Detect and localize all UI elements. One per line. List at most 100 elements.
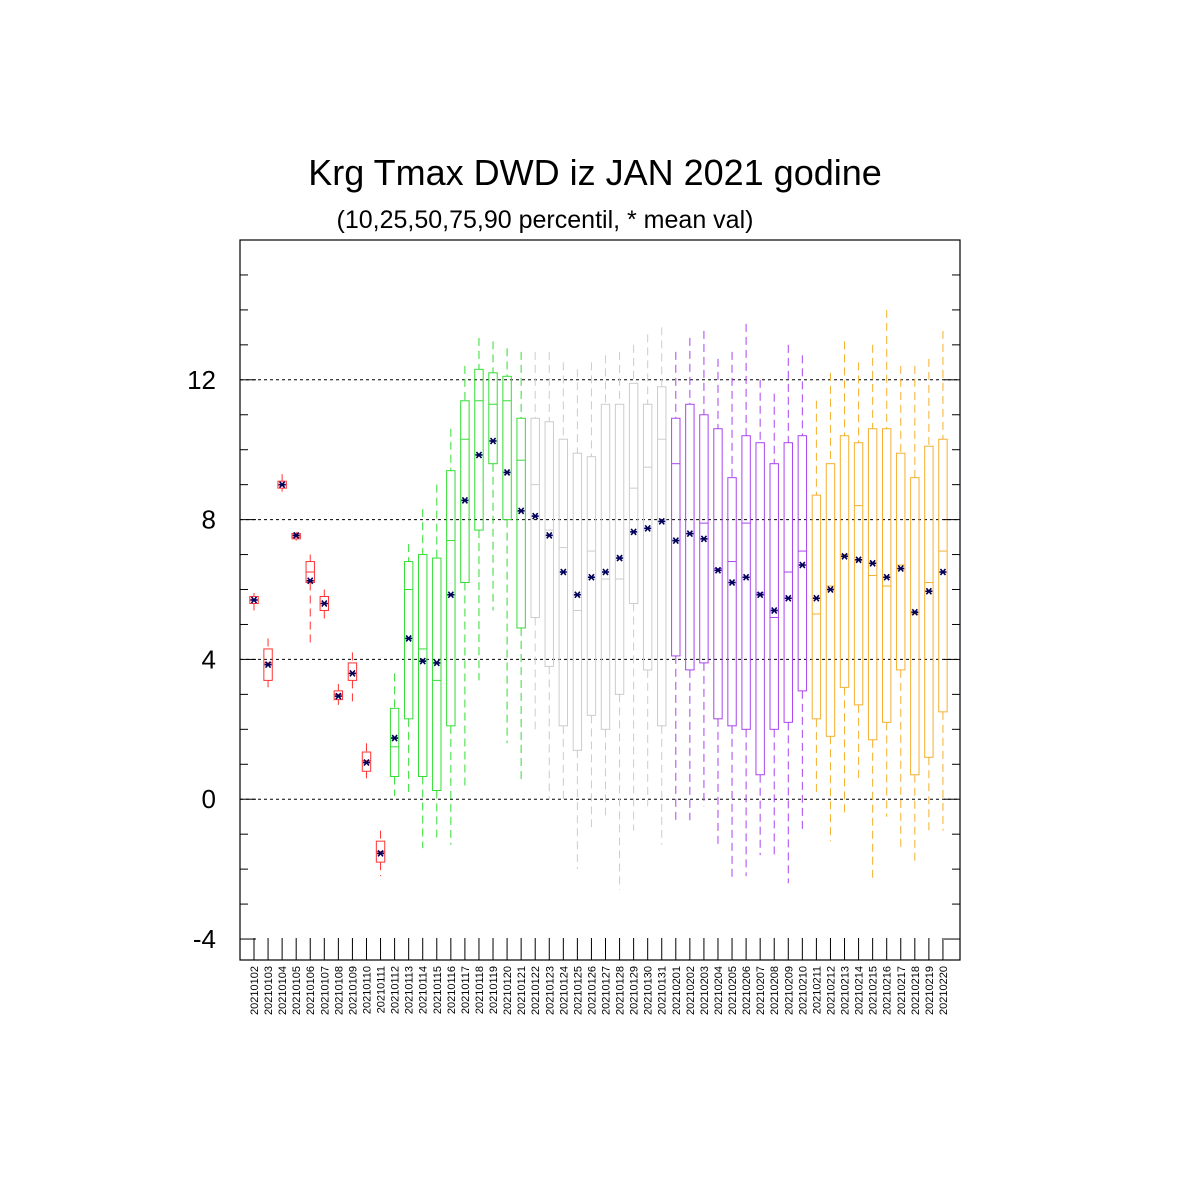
mean-marker <box>728 579 736 587</box>
box-20210115 <box>432 484 442 842</box>
mean-marker <box>672 537 679 545</box>
grid-lines <box>240 379 960 800</box>
box-20210208 <box>769 393 779 856</box>
x-tick-label: 20210203 <box>699 966 711 1015</box>
box-iqr <box>291 533 301 540</box>
x-tick-label: 20210110 <box>361 966 373 1014</box>
x-tick-label: 20210204 <box>713 966 725 1015</box>
box-iqr <box>671 417 681 657</box>
mean-marker <box>518 507 525 515</box>
mean-marker <box>250 596 258 604</box>
x-tick-label: 20210131 <box>657 966 669 1015</box>
x-tick-label: 20210215 <box>868 966 880 1015</box>
box-iqr <box>586 456 597 716</box>
mean-marker <box>911 608 918 616</box>
mean-marker <box>714 566 722 574</box>
mean-marker <box>644 524 651 532</box>
box-iqr <box>558 438 569 727</box>
x-tick-label: 20210126 <box>586 966 598 1015</box>
box-20210125 <box>572 369 583 870</box>
box-20210214 <box>853 362 864 782</box>
x-tick-label: 20210122 <box>530 966 542 1015</box>
y-tick-label: 0 <box>202 784 216 814</box>
x-tick-label: 20210220 <box>938 966 950 1015</box>
box-20210119 <box>488 341 498 611</box>
x-tick-label: 20210111 <box>376 966 388 1013</box>
mean-marker <box>855 556 862 564</box>
box-20210114 <box>418 509 428 849</box>
mean-marker <box>321 599 328 608</box>
x-tick-label: 20210109 <box>347 966 359 1015</box>
x-tick-label: 20210207 <box>755 966 767 1015</box>
box-20210116 <box>446 428 456 845</box>
box-20210131 <box>657 327 667 845</box>
box-20210209 <box>783 344 793 884</box>
box-20210112 <box>389 673 400 796</box>
box-20210219 <box>924 358 934 835</box>
mean-marker <box>869 559 876 567</box>
box-20210121 <box>516 351 526 782</box>
box-iqr <box>263 648 273 681</box>
plot-frame <box>239 239 961 961</box>
box-iqr <box>685 403 695 671</box>
box-iqr <box>713 428 723 720</box>
x-tick-label: 20210201 <box>671 966 683 1015</box>
mean-marker <box>307 577 314 585</box>
mean-marker <box>405 634 412 642</box>
x-tick-label: 20210216 <box>882 966 894 1015</box>
box-series <box>249 309 948 891</box>
box-20210128 <box>614 351 625 891</box>
box-20210216 <box>882 309 892 817</box>
box-20210220 <box>938 330 948 831</box>
box-iqr <box>699 414 709 664</box>
box-iqr <box>910 477 920 776</box>
box-iqr <box>755 442 765 776</box>
box-20210207 <box>755 379 765 856</box>
box-iqr <box>544 421 554 667</box>
y-tick-label: 12 <box>187 365 216 395</box>
mean-marker <box>686 530 693 538</box>
mean-marker <box>433 659 440 667</box>
x-tick-label: 20210107 <box>319 966 331 1015</box>
box-20210111 <box>375 830 386 877</box>
mean-marker <box>363 759 370 767</box>
x-tick-label: 20210121 <box>516 966 528 1015</box>
box-iqr <box>516 417 526 629</box>
box-20210210 <box>797 355 808 831</box>
mean-marker <box>475 451 483 459</box>
mean-marker <box>264 661 272 669</box>
mean-marker <box>658 517 665 525</box>
box-iqr <box>347 662 358 681</box>
box-20210113 <box>403 544 414 793</box>
box-20210202 <box>685 337 695 821</box>
mean-marker <box>335 692 342 700</box>
box-iqr <box>642 403 653 671</box>
box-iqr <box>502 375 512 521</box>
mean-marker <box>489 437 497 445</box>
box-iqr <box>867 428 878 741</box>
x-tick-label: 20210117 <box>460 966 472 1014</box>
mean-marker <box>279 481 286 489</box>
mean-marker <box>771 606 778 614</box>
box-iqr <box>896 452 906 671</box>
x-tick-label: 20210116 <box>446 966 458 1014</box>
box-iqr <box>403 561 414 720</box>
mean-marker <box>419 657 426 665</box>
x-tick-label: 20210206 <box>741 966 753 1015</box>
x-tick-label: 20210103 <box>263 966 275 1015</box>
box-iqr <box>741 435 751 730</box>
box-iqr <box>839 435 850 688</box>
box-iqr <box>361 751 372 772</box>
x-tick-label: 20210211 <box>811 966 823 1014</box>
box-20210106 <box>305 554 315 646</box>
box-20210206 <box>741 323 751 877</box>
box-20210215 <box>867 344 878 880</box>
box-iqr <box>769 463 779 730</box>
box-20210120 <box>502 348 512 744</box>
y-tick-label: -4 <box>193 924 216 954</box>
box-20210102 <box>249 593 259 611</box>
mean-marker <box>560 568 567 576</box>
x-tick-label: 20210106 <box>305 966 317 1015</box>
box-iqr <box>825 463 836 737</box>
